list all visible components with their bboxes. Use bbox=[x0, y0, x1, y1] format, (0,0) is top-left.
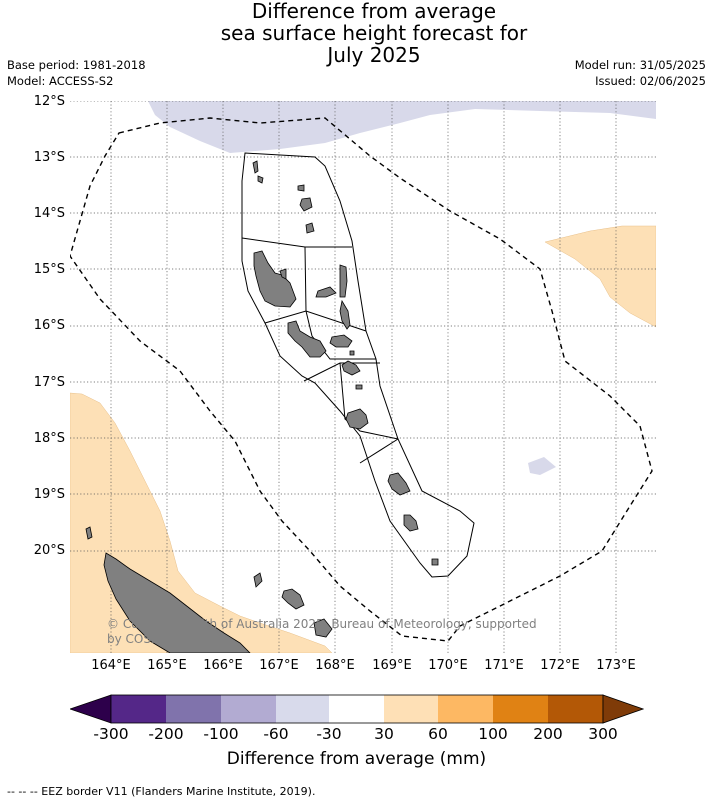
epi bbox=[341, 360, 361, 376]
colorbar-bin bbox=[166, 695, 221, 723]
colorbar-bin bbox=[548, 695, 603, 723]
efate bbox=[345, 408, 369, 430]
eez-border bbox=[70, 117, 653, 642]
negative-anomaly-region-north bbox=[148, 101, 656, 153]
lon-label: 166°E bbox=[203, 658, 243, 673]
lon-label: 167°E bbox=[259, 658, 299, 673]
colorbar-tick: 100 bbox=[478, 725, 508, 743]
ouvea bbox=[253, 572, 263, 588]
lifou bbox=[281, 588, 305, 610]
colorbar-title: Difference from average (mm) bbox=[226, 749, 487, 769]
merelava bbox=[305, 222, 315, 234]
colorbar bbox=[70, 694, 644, 724]
positive-anomaly-region-east bbox=[544, 225, 656, 328]
copyright-notice: © Commonwealth of Australia 2025, Bureau… bbox=[107, 617, 537, 646]
colorbar-under-triangle bbox=[70, 694, 112, 724]
title-line-2: sea surface height forecast for bbox=[220, 21, 528, 45]
anatom bbox=[431, 558, 439, 566]
map-panel bbox=[70, 101, 656, 653]
title-line-3: July 2025 bbox=[327, 43, 421, 67]
colorbar-bin bbox=[329, 695, 384, 723]
colorbar-bin bbox=[221, 695, 276, 723]
ambrym bbox=[329, 334, 353, 348]
graticule bbox=[70, 101, 656, 653]
vanua-lava bbox=[297, 184, 305, 192]
lon-label: 173°E bbox=[596, 658, 636, 673]
mare bbox=[313, 618, 333, 638]
lon-label: 172°E bbox=[540, 658, 580, 673]
land-masses bbox=[85, 160, 439, 653]
new-caledonia bbox=[103, 552, 251, 653]
malakula bbox=[287, 320, 327, 358]
lon-label: 170°E bbox=[428, 658, 468, 673]
lat-label: 12°S bbox=[33, 94, 65, 109]
colorbar-over-triangle bbox=[602, 694, 644, 724]
positive-anomaly-region-southwest bbox=[70, 392, 333, 653]
lat-label: 14°S bbox=[33, 206, 65, 221]
negative-anomaly-region-east bbox=[528, 457, 556, 475]
colorbar-tick: -60 bbox=[263, 725, 289, 743]
lon-label: 165°E bbox=[147, 658, 187, 673]
issued-date: Issued: 02/06/2025 bbox=[595, 74, 706, 88]
colorbar-bin bbox=[493, 695, 548, 723]
santo-east bbox=[279, 268, 287, 280]
footnote-eez-source: -- -- -- EEZ border V11 (Flanders Marine… bbox=[7, 785, 316, 798]
maewo bbox=[339, 264, 348, 298]
colorbar-bin bbox=[111, 695, 166, 723]
colorbar-bins bbox=[111, 695, 603, 723]
colorbar-bin bbox=[438, 695, 493, 723]
tanna bbox=[403, 514, 419, 532]
lat-label: 17°S bbox=[33, 375, 65, 390]
map-title: Difference from average sea surface heig… bbox=[0, 0, 713, 66]
lat-label: 13°S bbox=[33, 150, 65, 165]
gaua bbox=[299, 197, 313, 212]
model-run: Model run: 31/05/2025 bbox=[574, 58, 706, 72]
colorbar-bin bbox=[384, 695, 438, 723]
lat-label: 15°S bbox=[33, 262, 65, 277]
ambae bbox=[315, 286, 337, 298]
belep-islands bbox=[85, 526, 93, 540]
lat-label: 18°S bbox=[33, 431, 65, 446]
banks-island-1 bbox=[257, 175, 264, 184]
colorbar-tick: -300 bbox=[93, 725, 129, 743]
colorbar-tick: -200 bbox=[148, 725, 184, 743]
erromango bbox=[387, 472, 411, 496]
lon-label: 171°E bbox=[484, 658, 524, 673]
meta-left: Base period: 1981-2018 Model: ACCESS-S2 bbox=[7, 57, 146, 89]
lat-label: 19°S bbox=[33, 487, 65, 502]
model-name: Model: ACCESS-S2 bbox=[7, 74, 114, 88]
meta-right: Model run: 31/05/2025 Issued: 02/06/2025 bbox=[575, 57, 706, 89]
lon-label: 169°E bbox=[372, 658, 412, 673]
pentecost bbox=[339, 299, 351, 330]
colorbar-tick: -30 bbox=[316, 725, 342, 743]
title-line-1: Difference from average bbox=[251, 0, 497, 23]
paama bbox=[349, 350, 355, 356]
colorbar-tick: -100 bbox=[203, 725, 239, 743]
shepherd-islands bbox=[355, 384, 363, 390]
torres-islands bbox=[252, 160, 259, 174]
colorbar-bin bbox=[276, 695, 329, 723]
lat-label: 20°S bbox=[33, 543, 65, 558]
lon-label: 168°E bbox=[315, 658, 355, 673]
espiritu-santo bbox=[253, 250, 297, 308]
colorbar-tick: 300 bbox=[588, 725, 618, 743]
lon-label: 164°E bbox=[91, 658, 131, 673]
base-period: Base period: 1981-2018 bbox=[7, 58, 146, 72]
colorbar-tick: 60 bbox=[428, 725, 448, 743]
lat-label: 16°S bbox=[33, 318, 65, 333]
colorbar-tick: 30 bbox=[374, 725, 394, 743]
colorbar-tick: 200 bbox=[533, 725, 563, 743]
